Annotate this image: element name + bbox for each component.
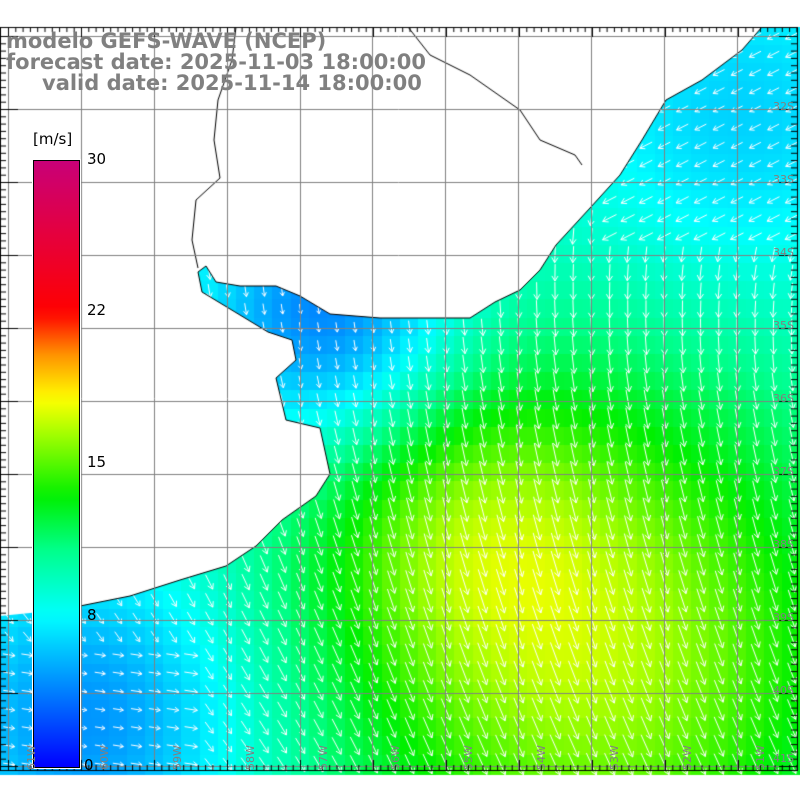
lat-label: 41S [773, 752, 794, 765]
lon-label: 55W [462, 745, 475, 770]
lon-label: 59W [171, 745, 184, 770]
lat-label: 40S [773, 684, 794, 697]
lon-label: 57W [317, 745, 330, 770]
lat-label: 32S [773, 100, 794, 113]
lat-label: 37S [773, 465, 794, 478]
lat-label: 38S [773, 538, 794, 551]
title-model: modelo GEFS-WAVE (NCEP) [6, 29, 327, 53]
colorbar-label-15: 15 [87, 453, 107, 471]
lon-label: 58W [244, 745, 257, 770]
lon-label: 60W [98, 745, 111, 770]
colorbar-unit: [m/s] [33, 130, 73, 148]
colorbar-label-0: 0 [84, 756, 94, 774]
colorbar-label-30: 30 [87, 150, 107, 168]
lat-label: 34S [773, 246, 794, 259]
colorbar [32, 159, 81, 769]
lat-label: 35S [773, 319, 794, 332]
lat-label: 39S [773, 611, 794, 624]
lon-label: 52W [681, 745, 694, 770]
title-forecast-date: forecast date: 2025-11-03 18:00:00 [6, 50, 426, 74]
lon-label: 53W [608, 745, 621, 770]
lon-label: 51W [754, 745, 767, 770]
lon-label: 61W [25, 745, 38, 770]
lon-label: 56W [389, 745, 402, 770]
lon-label: 54W [535, 745, 548, 770]
colorbar-label-22: 22 [87, 301, 107, 319]
title-valid-date: valid date: 2025-11-14 18:00:00 [42, 71, 422, 95]
lat-label: 36S [773, 392, 794, 405]
lat-label: 33S [773, 173, 794, 186]
colorbar-label-8: 8 [87, 606, 97, 624]
